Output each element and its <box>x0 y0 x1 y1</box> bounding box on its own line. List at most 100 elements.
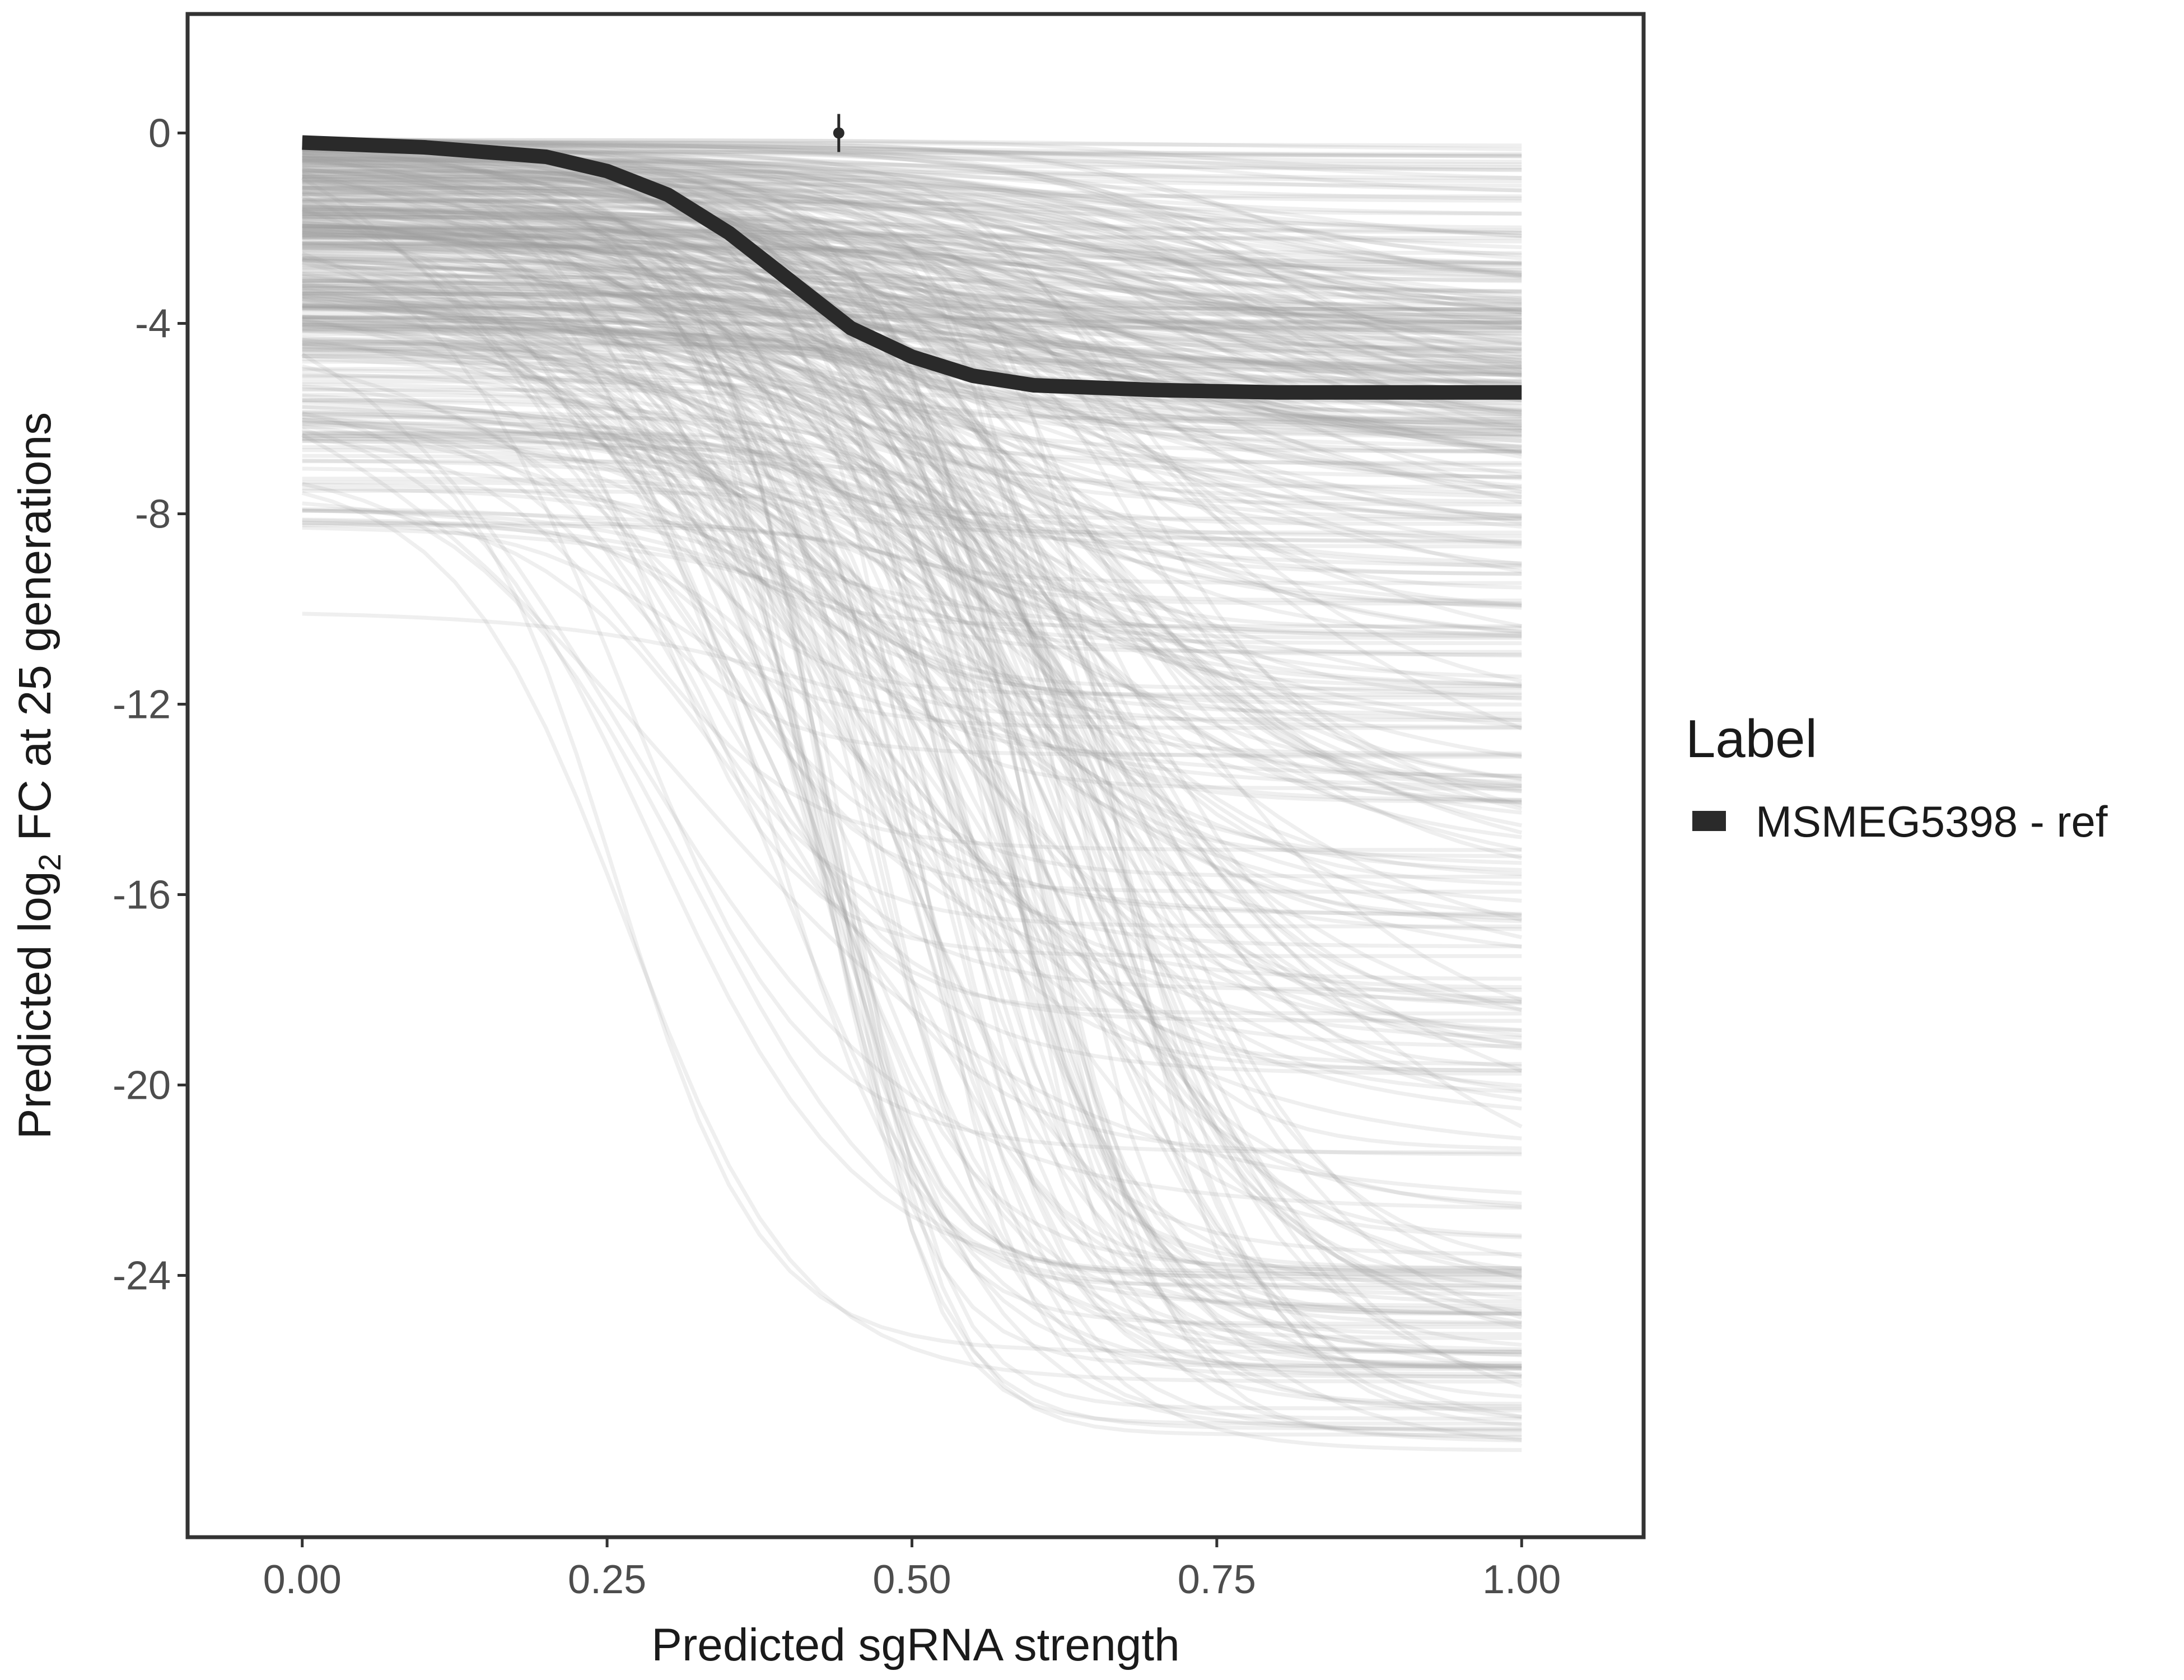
background-curve <box>302 136 1522 200</box>
background-curve <box>302 314 1522 781</box>
background-curve <box>302 213 1522 720</box>
background-curve <box>302 437 1522 1276</box>
background-curve <box>302 189 1522 526</box>
background-curve <box>302 137 1522 167</box>
background-curve <box>302 227 1522 244</box>
background-curve <box>302 204 1522 452</box>
background-curve <box>302 178 1522 280</box>
background-curve <box>302 224 1523 1320</box>
background-curve <box>302 412 1522 1239</box>
background-curve <box>302 179 1522 312</box>
background-curve <box>302 274 1522 390</box>
background-curve <box>302 153 1523 922</box>
background-curve <box>301 433 1522 1195</box>
background-curve <box>302 234 1522 294</box>
background-curve <box>302 203 1522 351</box>
background-curve <box>302 151 1522 403</box>
background-curve <box>302 172 1522 305</box>
background-curve <box>302 263 1522 519</box>
background-curve <box>302 388 1522 1277</box>
background-curve <box>302 165 1522 293</box>
background-curve <box>302 335 1522 687</box>
background-curve <box>302 178 1522 430</box>
background-curve <box>302 223 1522 444</box>
background-curve <box>302 223 1522 981</box>
background-curve <box>302 520 1522 730</box>
background-curve <box>302 304 1522 359</box>
background-curve <box>302 141 1522 277</box>
background-curve <box>302 142 1522 159</box>
background-curve <box>302 343 1522 1271</box>
background-curve <box>302 448 1522 791</box>
background-curve <box>302 254 1522 321</box>
background-curve <box>302 205 1522 1016</box>
background-curve <box>302 431 1522 1371</box>
background-curve <box>302 155 1522 637</box>
background-curve <box>302 507 1522 716</box>
background-curve <box>302 211 1522 566</box>
background-curve <box>302 384 1522 928</box>
background-curve <box>302 151 1522 403</box>
background-curve <box>302 344 1523 811</box>
background-curve <box>302 291 1522 326</box>
background-curve <box>302 255 1522 383</box>
background-curve <box>302 275 1522 322</box>
background-curve <box>302 287 1522 1046</box>
background-curve <box>302 218 1523 1129</box>
background-curve <box>302 257 1523 505</box>
background-curve <box>302 278 1522 1314</box>
background-curve <box>302 265 1522 377</box>
background-curve <box>302 409 1522 639</box>
y-tick-label: -8 <box>135 492 171 537</box>
background-curve <box>302 242 1522 330</box>
background-curve <box>302 167 1522 347</box>
background-curve <box>302 278 1522 330</box>
background-curve <box>302 168 1522 894</box>
background-curve <box>302 260 1522 658</box>
background-curve <box>302 197 1522 433</box>
background-curve <box>302 324 1522 1370</box>
background-curve <box>302 162 1522 266</box>
background-curve <box>302 291 1522 1399</box>
background-curve <box>302 323 1522 1369</box>
background-curve <box>302 304 1522 521</box>
background-curve <box>302 138 1522 151</box>
background-curve <box>302 338 1522 992</box>
background-curve <box>302 243 1522 339</box>
background-curve <box>302 207 1522 301</box>
x-axis-title: Predicted sgRNA strength <box>651 1620 1179 1670</box>
background-curve <box>302 278 1522 1273</box>
background-curve <box>302 344 1522 1290</box>
background-curve <box>302 354 1522 1102</box>
background-curve <box>302 241 1522 326</box>
background-curve <box>302 342 1522 1270</box>
background-curve <box>302 321 1522 1432</box>
background-curve <box>301 176 1522 1004</box>
background-curve <box>302 186 1522 362</box>
background-curve <box>302 258 1522 802</box>
background-curve <box>302 230 1522 805</box>
background-curve <box>302 454 1522 1066</box>
background-curve <box>302 228 1522 839</box>
background-curve <box>302 295 1522 543</box>
background-curve <box>302 170 1522 216</box>
background-curve <box>302 224 1523 835</box>
background-curve <box>302 185 1522 278</box>
background-curve <box>302 328 1522 1238</box>
x-tick-label: 0.75 <box>1178 1557 1256 1602</box>
background-curve <box>302 281 1522 335</box>
background-curve <box>302 209 1522 1421</box>
background-curve <box>301 364 1522 1141</box>
background-curve <box>302 192 1522 377</box>
legend: Label MSMEG5398 - ref <box>1686 709 2108 846</box>
background-curve <box>302 214 1522 436</box>
background-curve <box>302 445 1522 778</box>
background-curve <box>302 246 1522 654</box>
background-curve <box>302 137 1522 324</box>
background-curve <box>301 491 1522 1384</box>
background-curve <box>301 411 1522 1354</box>
background-curve <box>302 300 1522 1289</box>
background-curve <box>302 262 1522 638</box>
background-curve <box>302 256 1522 337</box>
background-curve <box>302 198 1522 265</box>
